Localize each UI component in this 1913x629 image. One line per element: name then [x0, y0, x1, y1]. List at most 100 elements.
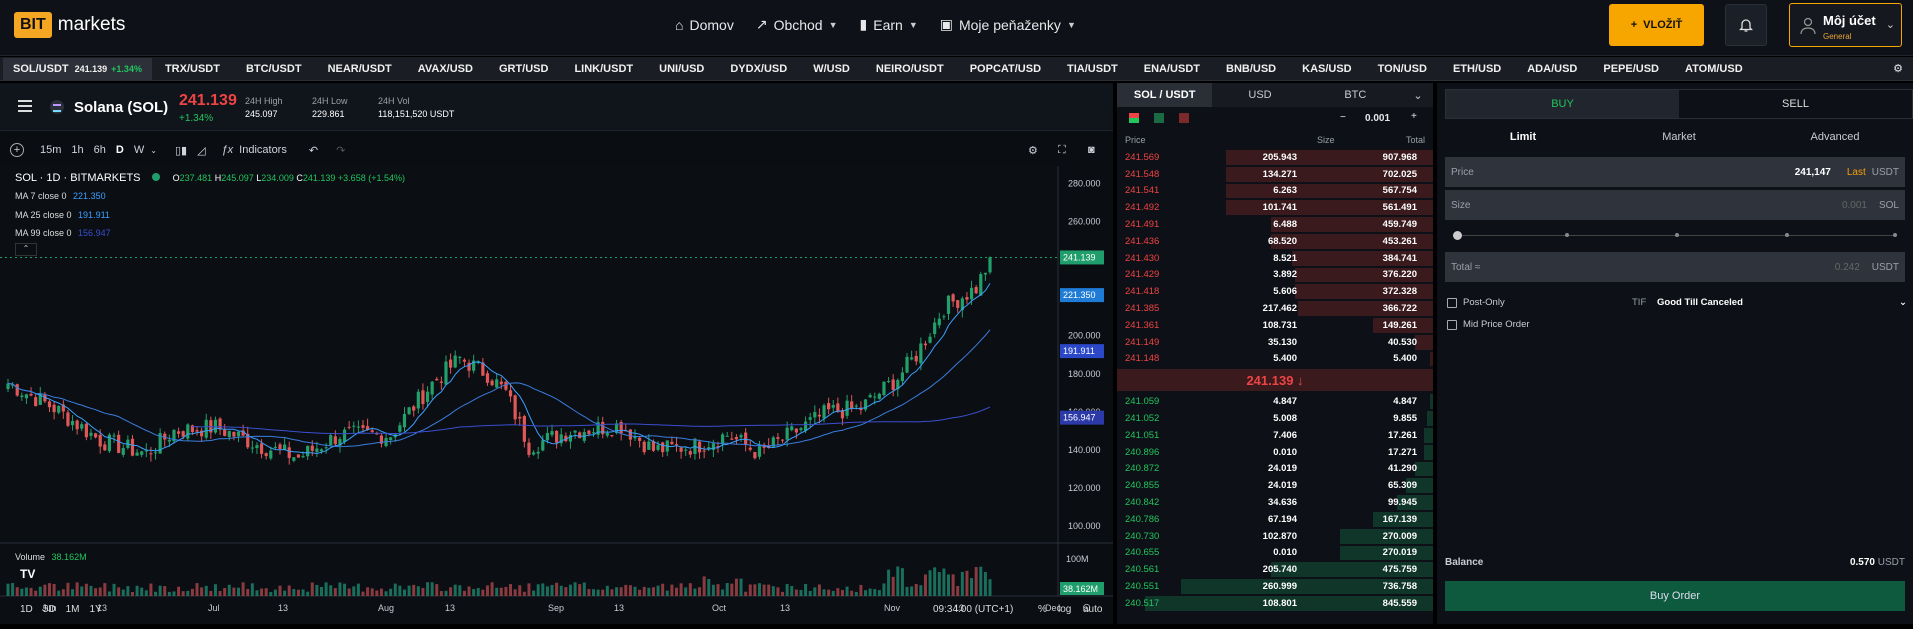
- bid-row[interactable]: 240.855 24.019 65.309: [1117, 477, 1433, 494]
- bid-row[interactable]: 240.872 24.019 41.290: [1117, 461, 1433, 478]
- redo-icon[interactable]: ↷: [336, 144, 346, 157]
- bid-row[interactable]: 241.052 5.008 9.855: [1117, 410, 1433, 427]
- ask-row[interactable]: 241.569 205.943 907.968: [1117, 149, 1433, 166]
- ask-row[interactable]: 241.492 101.741 561.491: [1117, 199, 1433, 216]
- price-chart[interactable]: 280.000260.000240.000220.000200.000180.0…: [0, 166, 1113, 624]
- size-field[interactable]: Size 0.001 SOL: [1445, 190, 1905, 220]
- bid-row[interactable]: 240.655 0.010 270.019: [1117, 545, 1433, 562]
- increase-step-button[interactable]: +: [1411, 111, 1417, 122]
- ticker-item-active[interactable]: SOL/USDT 241.139 +1.34%: [3, 57, 152, 80]
- ticker-item[interactable]: UNI/USD: [659, 62, 705, 75]
- account-menu[interactable]: Môj účet General ⌄: [1789, 3, 1902, 47]
- percent-toggle[interactable]: %: [1038, 604, 1047, 615]
- logo[interactable]: BIT markets: [14, 12, 125, 38]
- tab-sol-usdt[interactable]: SOL / USDT: [1117, 83, 1213, 107]
- ticker-settings-icon[interactable]: ⚙: [1893, 63, 1903, 75]
- sell-tab[interactable]: SELL: [1679, 90, 1912, 118]
- collapse-legend-button[interactable]: ⌃: [15, 243, 37, 256]
- ticker-item[interactable]: NEIRO/USDT: [875, 62, 944, 75]
- ticker-item[interactable]: LINK/USDT: [574, 62, 634, 75]
- range-1y[interactable]: 1Y: [89, 604, 102, 615]
- total-field[interactable]: Total ≈ 0.242 USDT: [1445, 252, 1905, 282]
- range-1d[interactable]: 1D: [20, 604, 33, 615]
- tab-limit[interactable]: Limit: [1509, 131, 1537, 143]
- ticker-item[interactable]: ATOM/USD: [1685, 62, 1743, 75]
- tif-select[interactable]: Good Till Canceled ⌄: [1657, 297, 1907, 308]
- ticker-item[interactable]: TRX/USDT: [164, 62, 220, 75]
- ticker-item[interactable]: BTC/USDT: [245, 62, 302, 75]
- tab-advanced[interactable]: Advanced: [1810, 131, 1860, 143]
- notifications-button[interactable]: [1725, 4, 1767, 46]
- auto-toggle[interactable]: auto: [1083, 604, 1103, 615]
- nav-earn[interactable]: ▮ Earn ▼: [860, 16, 918, 33]
- ticker-item[interactable]: TON/USD: [1377, 62, 1427, 75]
- post-only-checkbox[interactable]: Post-Only: [1447, 297, 1505, 308]
- fullscreen-icon[interactable]: ⛶: [1058, 143, 1066, 156]
- interval-1w[interactable]: W: [133, 144, 145, 156]
- tab-market[interactable]: Market: [1662, 131, 1696, 143]
- size-slider[interactable]: [1453, 231, 1897, 240]
- menu-icon[interactable]: [18, 100, 32, 112]
- deposit-button[interactable]: + VLOŽIŤ: [1609, 4, 1704, 46]
- ticker-item[interactable]: DYDX/USD: [730, 62, 788, 75]
- bid-row[interactable]: 241.059 4.847 4.847: [1117, 393, 1433, 410]
- ticker-item[interactable]: BNB/USD: [1226, 62, 1277, 75]
- ask-row[interactable]: 241.385 217.462 366.722: [1117, 300, 1433, 317]
- settings-icon[interactable]: ⚙: [1028, 144, 1038, 157]
- add-icon[interactable]: +: [10, 143, 24, 157]
- slider-handle[interactable]: [1453, 231, 1462, 240]
- ticker-item[interactable]: POPCAT/USD: [969, 62, 1042, 75]
- ask-row[interactable]: 241.541 6.263 567.754: [1117, 183, 1433, 200]
- ask-row[interactable]: 241.361 108.731 149.261: [1117, 317, 1433, 334]
- log-toggle[interactable]: log: [1058, 604, 1072, 615]
- chevron-down-icon[interactable]: ⌄: [1413, 89, 1423, 102]
- buy-tab[interactable]: BUY: [1446, 90, 1679, 118]
- indicators-button[interactable]: Indicators: [239, 144, 287, 156]
- ask-row[interactable]: 241.436 68.520 453.261: [1117, 233, 1433, 250]
- tab-usd[interactable]: USD: [1248, 89, 1272, 101]
- bid-row[interactable]: 241.051 7.406 17.261: [1117, 427, 1433, 444]
- price-field[interactable]: Price 241,147 Last USDT: [1445, 157, 1905, 187]
- bid-row[interactable]: 240.786 67.194 167.139: [1117, 511, 1433, 528]
- interval-6h[interactable]: 6h: [93, 144, 106, 156]
- ticker-item[interactable]: W/USD: [813, 62, 850, 75]
- range-5d[interactable]: 5D: [42, 604, 56, 615]
- book-bids-icon[interactable]: [1154, 113, 1164, 123]
- ticker-item[interactable]: ETH/USD: [1452, 62, 1502, 75]
- range-1m[interactable]: 1M: [65, 604, 80, 615]
- ask-row[interactable]: 241.548 134.271 702.025: [1117, 166, 1433, 183]
- ticker-item[interactable]: KAS/USD: [1302, 62, 1352, 75]
- book-asks-icon[interactable]: [1179, 113, 1189, 123]
- ticker-item[interactable]: ENA/USDT: [1143, 62, 1200, 75]
- bid-row[interactable]: 240.842 34.636 99.945: [1117, 494, 1433, 511]
- interval-1d[interactable]: D: [115, 144, 124, 156]
- ask-row[interactable]: 241.148 5.400 5.400: [1117, 351, 1433, 368]
- chart-type-icon[interactable]: ◿: [197, 144, 206, 157]
- buy-order-button[interactable]: Buy Order: [1445, 581, 1905, 611]
- interval-1h[interactable]: 1h: [71, 144, 84, 156]
- bid-row[interactable]: 240.517 108.801 845.559: [1117, 595, 1433, 612]
- undo-icon[interactable]: ↶: [308, 144, 319, 157]
- chevron-down-icon[interactable]: ⌄: [150, 145, 157, 155]
- bid-row[interactable]: 240.730 102.870 270.009: [1117, 528, 1433, 545]
- nav-trade[interactable]: ↗ Obchod ▼: [756, 16, 838, 33]
- bid-row[interactable]: 240.896 0.010 17.271: [1117, 444, 1433, 461]
- ticker-item[interactable]: PEPE/USD: [1603, 62, 1659, 75]
- decrease-step-button[interactable]: −: [1340, 112, 1346, 123]
- ask-row[interactable]: 241.430 8.521 384.741: [1117, 250, 1433, 267]
- bid-row[interactable]: 240.561 205.740 475.759: [1117, 561, 1433, 578]
- interval-15m[interactable]: 15m: [40, 144, 62, 156]
- ask-row[interactable]: 241.491 6.488 459.749: [1117, 216, 1433, 233]
- nav-wallets[interactable]: ▣ Moje peňaženky ▼: [940, 16, 1076, 33]
- nav-home[interactable]: ⌂ Domov: [675, 16, 734, 33]
- mid-price-checkbox[interactable]: Mid Price Order: [1447, 319, 1530, 330]
- candles-icon[interactable]: ▯▮: [174, 144, 188, 157]
- ticker-item[interactable]: GRT/USD: [498, 62, 549, 75]
- last-price-button[interactable]: Last: [1846, 166, 1866, 178]
- ticker-item[interactable]: ADA/USD: [1527, 62, 1578, 75]
- bid-row[interactable]: 240.551 260.999 736.758: [1117, 578, 1433, 595]
- ticker-item[interactable]: TIA/USDT: [1067, 62, 1118, 75]
- ask-row[interactable]: 241.149 35.130 40.530: [1117, 334, 1433, 351]
- ask-row[interactable]: 241.418 5.606 372.328: [1117, 283, 1433, 300]
- ticker-item[interactable]: AVAX/USD: [417, 62, 473, 75]
